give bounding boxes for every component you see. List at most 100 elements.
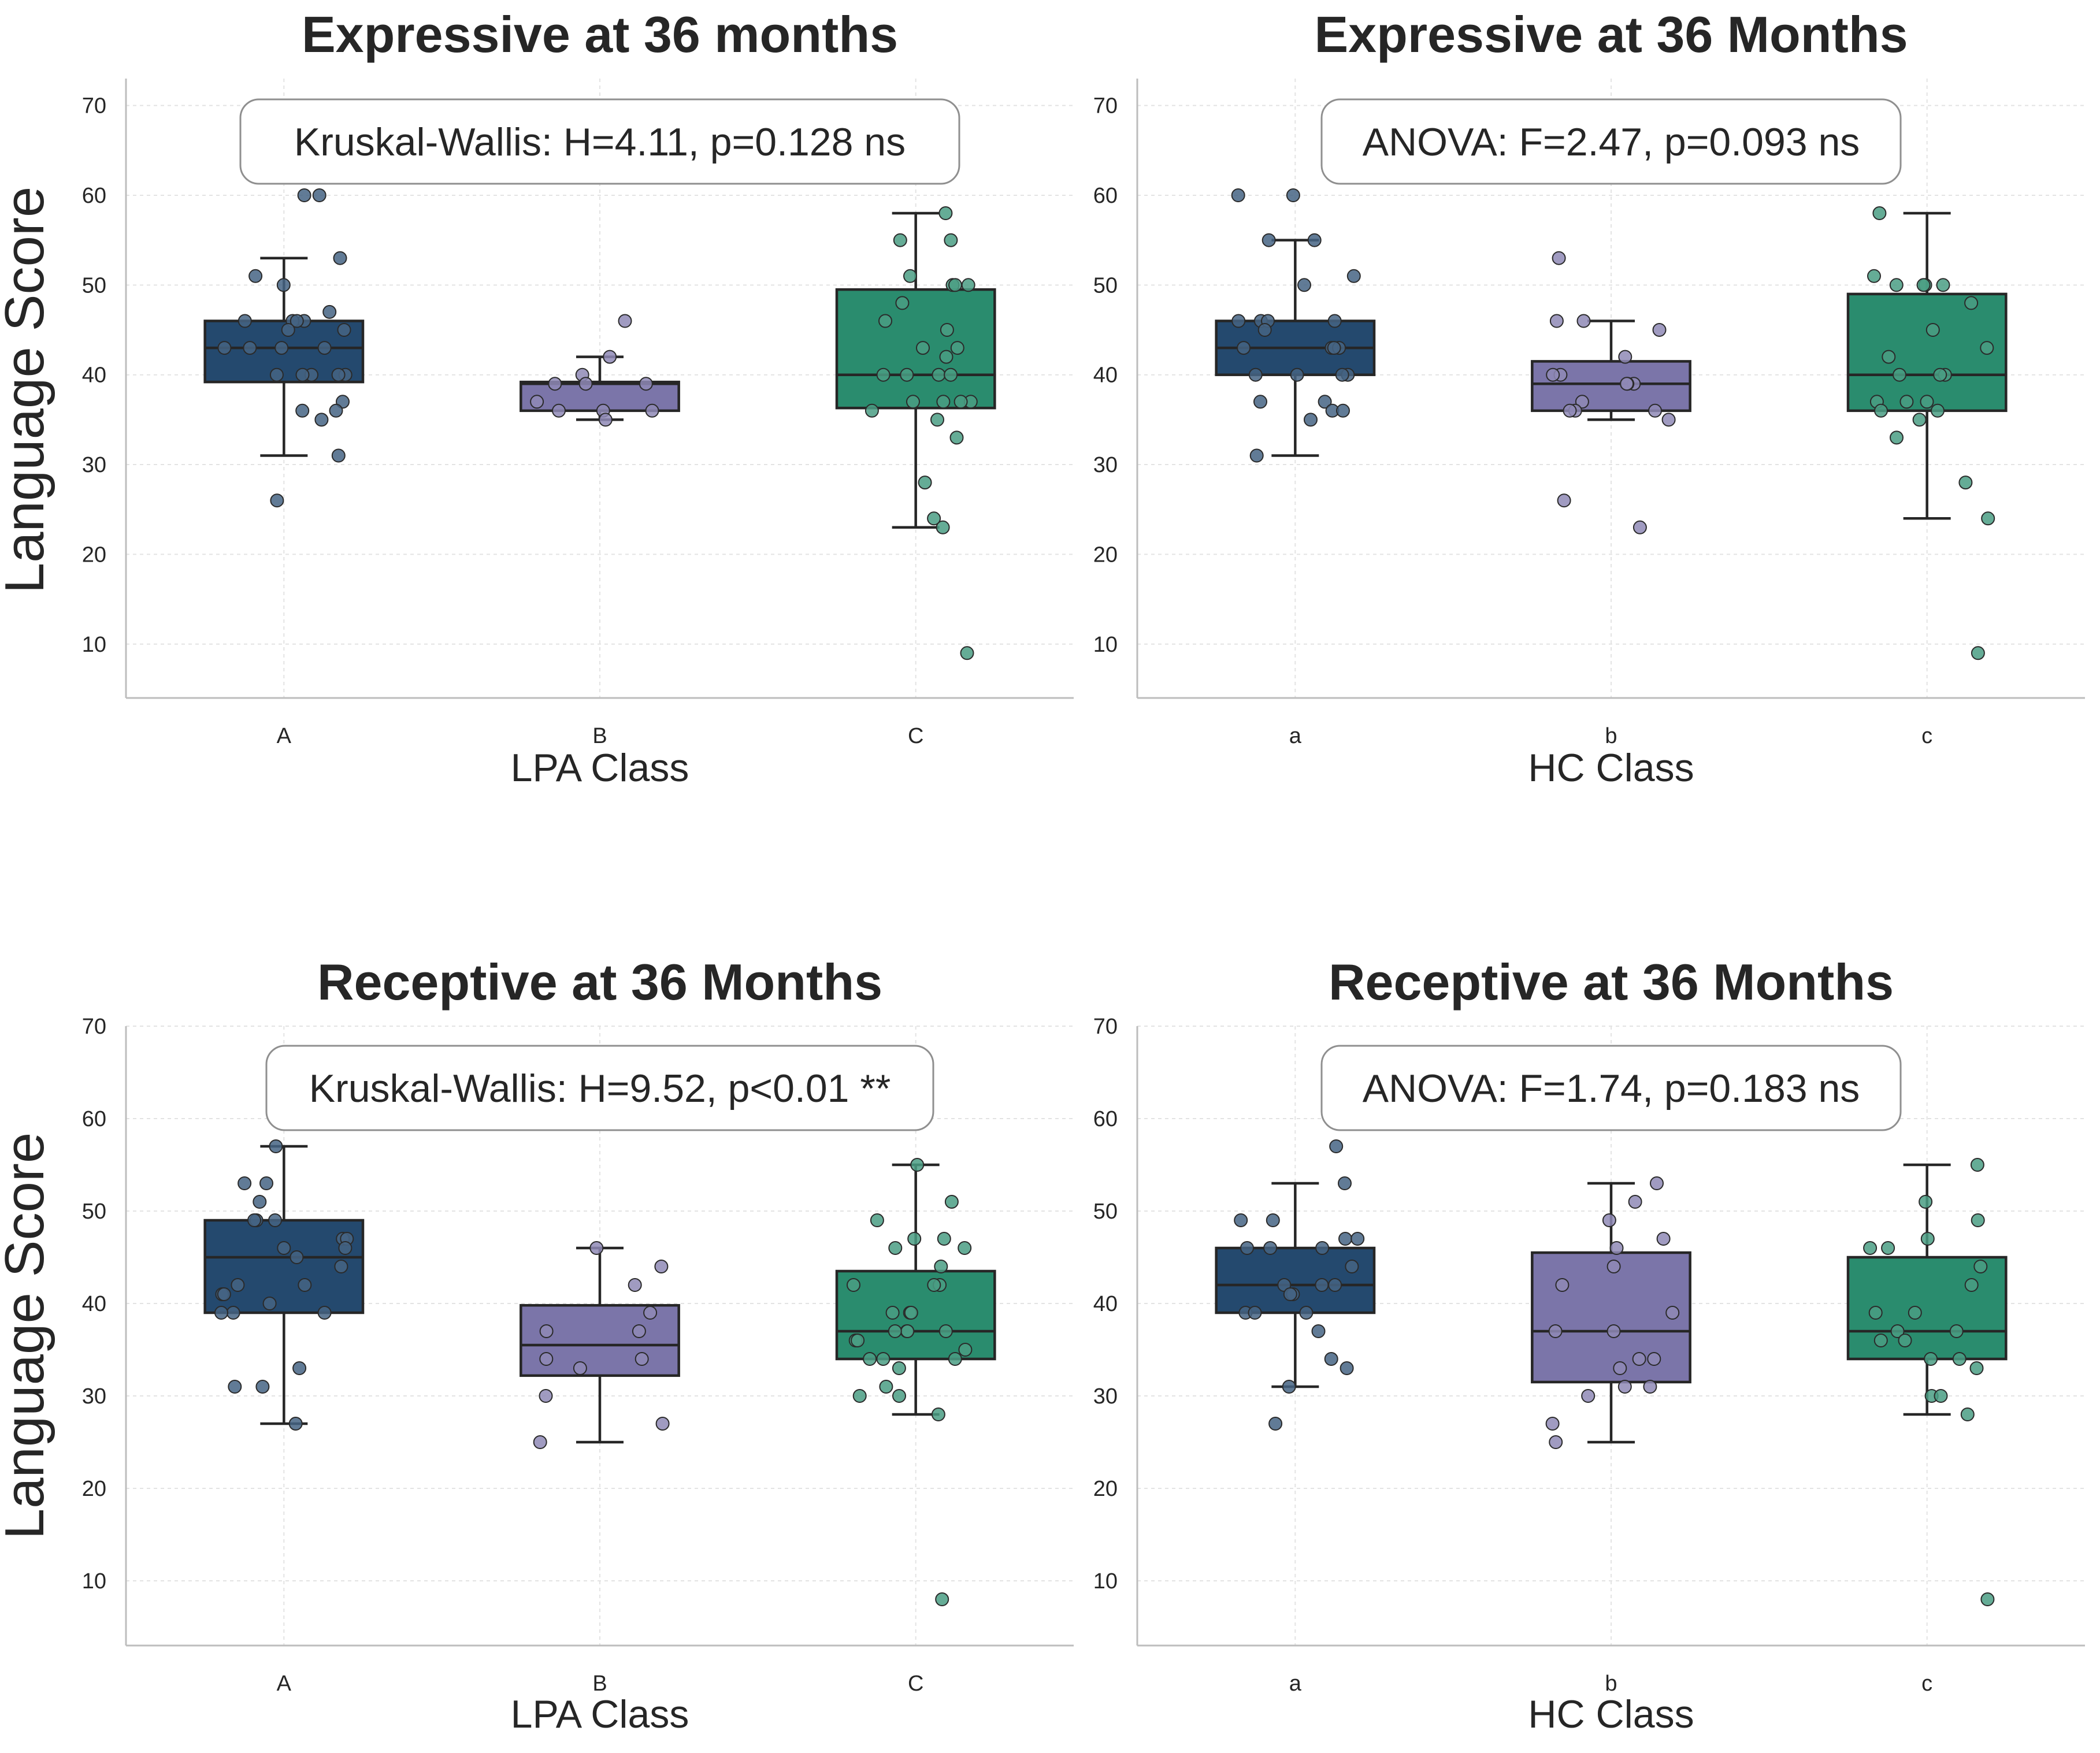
data-point <box>317 1306 332 1320</box>
data-point <box>552 403 566 418</box>
data-point <box>953 395 968 409</box>
y-tick-label: 40 <box>1093 363 1118 388</box>
stat-annotation-box <box>1320 98 1902 185</box>
data-point <box>1863 1241 1878 1255</box>
x-tick-label: c <box>1921 724 1932 748</box>
data-point <box>297 188 311 202</box>
points-c <box>1863 1158 1995 1606</box>
stat-annotation: Kruskal-Wallis: H=4.11, p=0.128 ns <box>294 120 906 164</box>
box-body <box>1531 1251 1691 1384</box>
data-point <box>1924 1352 1938 1366</box>
data-point <box>295 403 310 418</box>
data-point <box>1304 413 1318 427</box>
data-point <box>1240 1241 1254 1255</box>
data-point <box>1874 403 1888 418</box>
data-point <box>927 511 941 526</box>
data-point <box>936 520 950 534</box>
data-point <box>931 1407 945 1421</box>
data-point <box>1647 1352 1661 1366</box>
data-point <box>888 1241 903 1255</box>
data-point <box>1919 1195 1933 1209</box>
box-C <box>835 1163 996 1416</box>
data-point <box>338 1241 353 1255</box>
y-tick-label: 60 <box>82 1107 106 1131</box>
data-point <box>1617 1380 1632 1394</box>
data-point <box>253 1195 267 1209</box>
y-tick-label: 20 <box>82 1477 106 1501</box>
data-point <box>1340 1361 1354 1375</box>
data-point <box>288 1417 303 1431</box>
data-point <box>870 1213 884 1227</box>
data-point <box>539 1352 554 1366</box>
data-point <box>944 367 958 382</box>
data-point <box>958 1241 972 1255</box>
y-tick-label: 30 <box>1093 453 1118 477</box>
data-point <box>1980 1592 1995 1606</box>
data-point <box>290 314 304 328</box>
data-point <box>900 1324 915 1338</box>
data-point <box>337 323 351 337</box>
box-B <box>520 1246 680 1444</box>
data-point <box>1327 341 1341 355</box>
data-point <box>918 476 932 490</box>
data-point <box>879 1380 893 1394</box>
data-point <box>930 413 944 427</box>
stat-annotation-box <box>239 98 960 185</box>
data-point <box>331 448 346 463</box>
data-point <box>548 377 562 391</box>
data-point <box>1311 1324 1326 1338</box>
data-point <box>1237 341 1251 355</box>
y-tick-label: 10 <box>82 633 106 657</box>
data-point <box>900 367 914 382</box>
points-C <box>847 1158 973 1606</box>
panel-receptive-hc: Receptive at 36 Months HC Class 10 20 30 40… <box>1093 953 2085 1736</box>
data-point <box>904 1306 918 1320</box>
data-point <box>847 1278 860 1292</box>
box-a <box>1215 239 1376 457</box>
y-tick-label: 40 <box>82 363 106 388</box>
data-point <box>1893 367 1906 382</box>
plot-area: 10 20 30 40 50 60 70 A B C Kruskal-Wallis: H=4.11,… <box>82 79 1074 748</box>
data-point <box>270 493 284 508</box>
points-A <box>214 1139 354 1431</box>
points-a <box>1234 1139 1365 1431</box>
data-point <box>1557 493 1571 508</box>
x-tick-label: C <box>908 724 923 748</box>
data-point <box>312 188 326 202</box>
data-point <box>1949 1324 1964 1338</box>
panel-receptive-lpa: Receptive at 36 Months LPA Class 10 20 30 4… <box>82 953 1074 1736</box>
data-point <box>938 1324 953 1338</box>
y-axis-label: Language Score <box>0 187 55 594</box>
panel-expressive-hc: Expressive at 36 Months HC Class 10 20 30 4… <box>1093 6 2085 790</box>
data-point <box>1248 1306 1262 1320</box>
data-point <box>1898 1334 1912 1347</box>
data-point <box>259 1176 273 1190</box>
data-point <box>238 314 252 328</box>
data-point <box>1338 1176 1352 1190</box>
box-body <box>835 288 996 410</box>
x-tick-label: b <box>1605 1672 1617 1696</box>
data-point <box>944 233 958 247</box>
points-b <box>1545 1176 1680 1449</box>
data-point <box>851 1334 865 1347</box>
data-point <box>1350 1232 1365 1246</box>
data-point <box>334 1260 348 1273</box>
data-point <box>1283 1287 1297 1301</box>
stat-annotation: Kruskal-Wallis: H=9.52, p<0.01 ** <box>309 1067 891 1111</box>
data-point <box>1881 1241 1895 1255</box>
data-point <box>1338 1232 1352 1246</box>
points-A <box>217 188 353 508</box>
data-point <box>934 1260 948 1273</box>
data-point <box>1552 251 1566 265</box>
data-point <box>948 1352 962 1366</box>
data-point <box>1934 1389 1948 1403</box>
data-point <box>1328 1278 1342 1292</box>
y-tick-label: 30 <box>82 453 106 477</box>
plot-area: 10 20 30 40 50 60 70 a b c ANOVA: F=1.74, p=0.183 … <box>1093 1015 2085 1696</box>
data-point <box>1661 413 1676 427</box>
data-point <box>1643 1380 1657 1394</box>
data-point <box>892 1361 906 1375</box>
x-tick-label: c <box>1921 1672 1932 1696</box>
x-axis-label: HC Class <box>1528 1692 1694 1736</box>
